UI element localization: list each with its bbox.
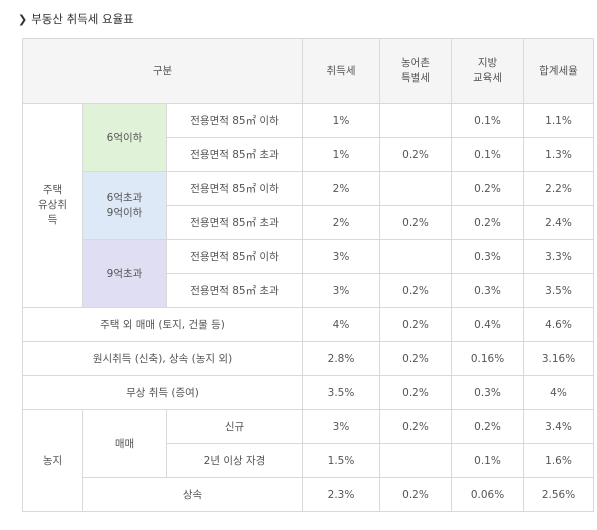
header-acquisition-tax: 취득세: [302, 38, 380, 104]
price-band-line1: 6억초과: [106, 191, 143, 204]
area-label: 전용면적 85㎡ 이하: [166, 239, 303, 274]
acq-tax-cell: 1%: [302, 103, 380, 138]
local-tax-cell: 0.16%: [451, 341, 524, 376]
price-band-label: 6억이하: [82, 103, 167, 172]
local-tax-cell: 0.1%: [451, 103, 524, 138]
header-rural-special-tax: 농어촌 특별세: [379, 38, 452, 104]
housing-group-line1: 주택: [42, 184, 63, 196]
total-rate-cell: 1.6%: [523, 443, 594, 478]
local-tax-cell: 0.1%: [451, 137, 524, 172]
rural-tax-cell: 0.2%: [379, 273, 452, 308]
acq-tax-cell: 1%: [302, 137, 380, 172]
local-tax-cell: 0.1%: [451, 443, 524, 478]
rural-tax-cell: 0.2%: [379, 375, 452, 410]
local-tax-cell: 0.3%: [451, 375, 524, 410]
price-band-label: 6억초과 9억이하: [82, 171, 167, 240]
housing-group-line2: 유상취: [38, 199, 67, 211]
local-tax-cell: 0.2%: [451, 409, 524, 444]
row-label: 무상 취득 (증여): [22, 375, 303, 410]
rural-tax-cell: 0.2%: [379, 477, 452, 512]
row-label: 원시취득 (신축), 상속 (농지 외): [22, 341, 303, 376]
rural-tax-cell: 0.2%: [379, 307, 452, 342]
row-label: 주택 외 매매 (토지, 건물 등): [22, 307, 303, 342]
chevron-right-icon: ❯: [18, 12, 28, 26]
rural-tax-cell: 0.2%: [379, 409, 452, 444]
table-header-row: 구분 취득세 농어촌 특별세 지방 교육세 합계세율: [22, 38, 594, 104]
header-category: 구분: [22, 38, 303, 104]
tax-rate-table: 구분 취득세 농어촌 특별세 지방 교육세 합계세율 주택 유상취 득 6억이하…: [22, 38, 594, 512]
area-label: 전용면적 85㎡ 이하: [166, 103, 303, 138]
table-row: 무상 취득 (증여) 3.5% 0.2% 0.3% 4%: [22, 375, 594, 410]
total-rate-cell: 2.4%: [523, 205, 594, 240]
acq-tax-cell: 3%: [302, 239, 380, 274]
total-rate-cell: 3.4%: [523, 409, 594, 444]
total-rate-cell: 3.3%: [523, 239, 594, 274]
table-row: 농지 매매 신규 3% 0.2% 0.2% 3.4%: [22, 409, 594, 512]
area-label: 전용면적 85㎡ 초과: [166, 273, 303, 308]
total-rate-cell: 3.5%: [523, 273, 594, 308]
local-tax-cell: 0.4%: [451, 307, 524, 342]
total-rate-cell: 2.56%: [523, 477, 594, 512]
table-row: 주택 유상취 득 6억이하 전용면적 85㎡ 이하 1% 0.1% 1.1%: [22, 103, 594, 308]
section-title: ❯ 부동산 취득세 요율표: [18, 11, 134, 27]
table-row: 6억초과 9억이하 전용면적 85㎡ 이하 2% 0.2% 2.2%: [23, 171, 594, 240]
price-band-label: 9억초과: [82, 239, 167, 308]
rural-tax-cell: [379, 443, 452, 478]
acq-tax-cell: 2.3%: [302, 477, 380, 512]
header-local-line1: 지방: [477, 57, 498, 69]
table-row: 2년 이상 자경 1.5% 0.1% 1.6%: [23, 443, 594, 478]
rural-tax-cell: 0.2%: [379, 137, 452, 172]
table-row: 전용면적 85㎡ 초과 1% 0.2% 0.1% 1.3%: [23, 137, 594, 172]
rural-tax-cell: [379, 103, 452, 138]
acq-tax-cell: 1.5%: [302, 443, 380, 478]
header-local-education-tax: 지방 교육세: [451, 38, 524, 104]
acq-tax-cell: 4%: [302, 307, 380, 342]
total-rate-cell: 3.16%: [523, 341, 594, 376]
header-rural-line2: 특별세: [401, 72, 430, 84]
acq-tax-cell: 2%: [302, 171, 380, 206]
total-rate-cell: 4%: [523, 375, 594, 410]
rural-tax-cell: [379, 239, 452, 274]
acq-tax-cell: 2.8%: [302, 341, 380, 376]
farmland-group-label: 농지: [22, 409, 83, 512]
acq-tax-cell: 2%: [302, 205, 380, 240]
table-row: 주택 외 매매 (토지, 건물 등) 4% 0.2% 0.4% 4.6%: [22, 307, 594, 342]
table-row: 전용면적 85㎡ 초과 3% 0.2% 0.3% 3.5%: [23, 273, 594, 308]
table-row: 전용면적 85㎡ 초과 2% 0.2% 0.2% 2.4%: [23, 205, 594, 240]
table-row: 원시취득 (신축), 상속 (농지 외) 2.8% 0.2% 0.16% 3.1…: [22, 341, 594, 376]
farmland-sale-label: 매매: [82, 409, 167, 478]
row-label: 상속: [82, 477, 303, 512]
rural-tax-cell: [379, 171, 452, 206]
rural-tax-cell: 0.2%: [379, 341, 452, 376]
housing-group-label: 주택 유상취 득: [22, 103, 83, 308]
header-rural-line1: 농어촌: [401, 57, 430, 69]
total-rate-cell: 1.3%: [523, 137, 594, 172]
housing-group-line3: 득: [47, 214, 58, 226]
header-local-line2: 교육세: [473, 72, 502, 84]
section-title-text: 부동산 취득세 요율표: [31, 12, 134, 26]
local-tax-cell: 0.2%: [451, 205, 524, 240]
acq-tax-cell: 3.5%: [302, 375, 380, 410]
area-label: 전용면적 85㎡ 이하: [166, 171, 303, 206]
local-tax-cell: 0.06%: [451, 477, 524, 512]
acq-tax-cell: 3%: [302, 273, 380, 308]
local-tax-cell: 0.2%: [451, 171, 524, 206]
total-rate-cell: 2.2%: [523, 171, 594, 206]
local-tax-cell: 0.3%: [451, 273, 524, 308]
acq-tax-cell: 3%: [302, 409, 380, 444]
area-label: 전용면적 85㎡ 초과: [166, 205, 303, 240]
table-row: 상속 2.3% 0.2% 0.06% 2.56%: [23, 477, 594, 512]
header-total-rate: 합계세율: [523, 38, 594, 104]
row-label: 신규: [166, 409, 303, 444]
local-tax-cell: 0.3%: [451, 239, 524, 274]
table-row: 9억초과 전용면적 85㎡ 이하 3% 0.3% 3.3%: [23, 239, 594, 308]
total-rate-cell: 1.1%: [523, 103, 594, 138]
total-rate-cell: 4.6%: [523, 307, 594, 342]
row-label: 2년 이상 자경: [166, 443, 303, 478]
price-band-line2: 9억이하: [106, 206, 143, 219]
rural-tax-cell: 0.2%: [379, 205, 452, 240]
area-label: 전용면적 85㎡ 초과: [166, 137, 303, 172]
